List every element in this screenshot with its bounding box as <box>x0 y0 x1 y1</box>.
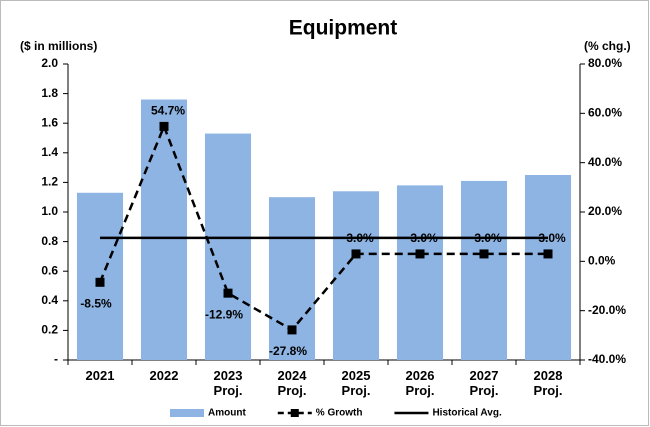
data-label: -27.8% <box>269 344 307 358</box>
growth-marker <box>95 277 105 287</box>
legend-swatch <box>170 409 204 417</box>
growth-marker <box>159 121 169 131</box>
legend-label: Amount <box>208 408 246 419</box>
legend-label: Historical Avg. <box>432 408 501 419</box>
x-tick-label: 2023 Proj. <box>213 368 243 398</box>
growth-marker <box>479 249 489 259</box>
y2-tick-label: 20.0% <box>588 204 622 218</box>
chart-title: Equipment <box>289 17 398 40</box>
x-tick-label-box: 2022 <box>149 368 179 383</box>
y-tick-label: 1.2 <box>41 175 58 189</box>
x-tick-label-box: 2021 <box>85 368 115 383</box>
x-tick-label-box: 2025 Proj. <box>341 368 371 398</box>
x-tick-label-box: 2023 Proj. <box>213 368 243 398</box>
bar <box>76 192 124 360</box>
y-tick-label: 0.6 <box>41 263 58 277</box>
y2-tick-label: -40.0% <box>588 352 626 366</box>
y-tick-label: - <box>54 352 58 366</box>
data-label: -12.9% <box>205 307 243 321</box>
y2-tick-label: 60.0% <box>588 106 622 120</box>
data-label: 54.7% <box>151 104 185 118</box>
x-tick-label-box: 2024 Proj. <box>277 368 307 398</box>
data-label: 3.0% <box>538 231 566 245</box>
y-tick-label: 1.8 <box>41 86 58 100</box>
y-tick-label: 0.8 <box>41 234 58 248</box>
x-tick-label: 2028 Proj. <box>533 368 563 398</box>
y2-axis-label: (% chg.) <box>584 39 631 53</box>
x-tick-label: 2022 <box>149 368 179 383</box>
y-tick-label: 1.4 <box>41 145 58 159</box>
growth-marker <box>351 249 361 259</box>
x-tick-label: 2024 Proj. <box>277 368 307 398</box>
x-tick-label-box: 2026 Proj. <box>405 368 435 398</box>
y2-tick-label: -20.0% <box>588 303 626 317</box>
data-label: -8.5% <box>80 296 112 310</box>
legend-label: % Growth <box>316 408 363 419</box>
x-tick-label: 2026 Proj. <box>405 368 435 398</box>
bar <box>460 180 508 360</box>
legend-marker <box>290 409 299 417</box>
y2-tick-label: 40.0% <box>588 155 622 169</box>
bar <box>204 133 252 360</box>
y-axis-label: ($ in millions) <box>20 39 97 53</box>
growth-line <box>98 123 548 332</box>
growth-marker <box>543 249 553 259</box>
growth-marker <box>415 249 425 259</box>
bar <box>396 185 444 360</box>
y-tick-label: 0.4 <box>41 293 58 307</box>
y2-tick-label: 80.0% <box>588 56 622 70</box>
y-tick-label: 1.6 <box>41 115 58 129</box>
bar <box>140 99 188 361</box>
y2-tick-label: 0.0% <box>588 254 616 268</box>
growth-marker <box>223 288 233 298</box>
y-tick-label: 0.2 <box>41 323 58 337</box>
x-tick-label: 2021 <box>85 368 115 383</box>
bar <box>268 197 316 360</box>
growth-marker <box>287 325 297 335</box>
y-tick-label: 1.0 <box>41 204 58 218</box>
x-tick-label-box: 2028 Proj. <box>533 368 563 398</box>
bar <box>332 191 380 360</box>
x-tick-label: 2025 Proj. <box>341 368 371 398</box>
x-tick-label: 2027 Proj. <box>469 368 499 398</box>
y-tick-label: 2.0 <box>41 56 58 70</box>
x-tick-label-box: 2027 Proj. <box>469 368 499 398</box>
bar <box>524 175 572 360</box>
